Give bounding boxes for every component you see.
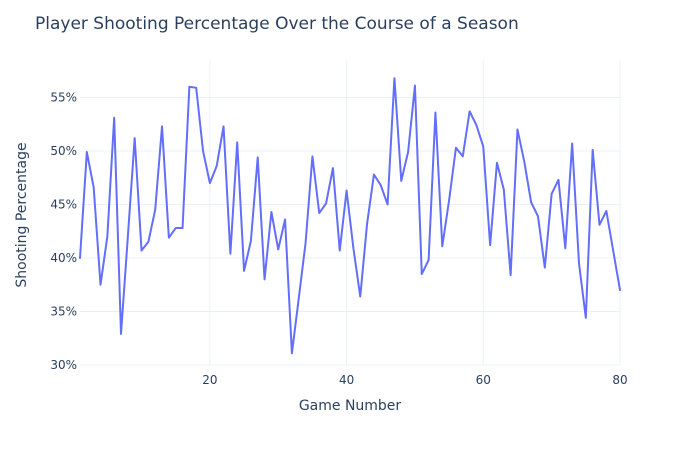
y-tick-label: 35% xyxy=(50,304,77,318)
series-layer xyxy=(79,77,621,355)
x-tick-label: 40 xyxy=(339,373,354,387)
x-tick-label: 60 xyxy=(476,373,491,387)
series-line-0 xyxy=(79,77,621,355)
x-tick-labels: 20 40 60 80 xyxy=(202,373,627,387)
y-tick-label: 30% xyxy=(50,358,77,372)
x-gridlines xyxy=(209,60,621,365)
y-tick-label: 50% xyxy=(50,144,77,158)
y-tick-label: 55% xyxy=(50,90,77,104)
y-tick-label: 40% xyxy=(50,251,77,265)
chart-title: Player Shooting Percentage Over the Cour… xyxy=(35,14,519,34)
y-axis-title: Shooting Percentage xyxy=(14,142,30,287)
x-axis-title: Game Number xyxy=(299,398,402,414)
y-tick-label: 45% xyxy=(50,197,77,211)
y-gridlines xyxy=(80,96,620,366)
y-tick-labels: 30% 35% 40% 45% 50% 55% xyxy=(50,90,77,372)
x-tick-label: 20 xyxy=(202,373,217,387)
x-tick-label: 80 xyxy=(612,373,627,387)
